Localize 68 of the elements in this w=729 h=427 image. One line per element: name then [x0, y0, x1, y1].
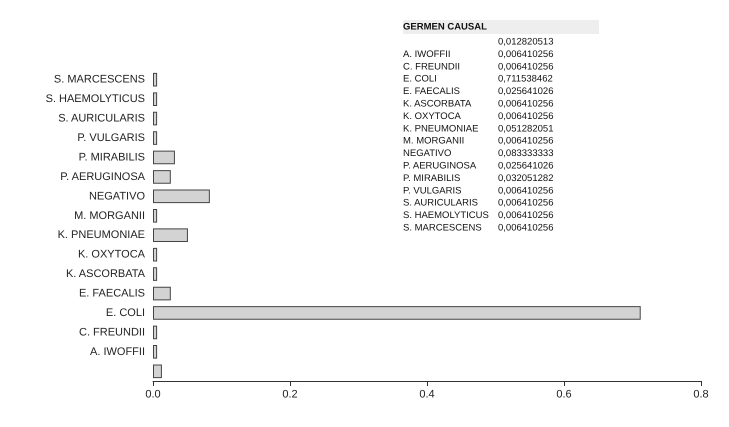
- y-tick-label: P. MIRABILIS: [78, 151, 145, 164]
- annotation: 0,006410256: [498, 185, 554, 196]
- category-label: P. AERUGINOSA: [403, 160, 477, 172]
- y-tick-label: S. HAEMOLYTICUS: [46, 93, 145, 106]
- annotation: 0,032051282: [498, 172, 554, 184]
- y-tick-label: K. ASCORBATA: [66, 268, 146, 280]
- y-tick-label: E. FAECALIS: [78, 288, 145, 300]
- text: 0,006410256: [498, 48, 554, 60]
- annotation: 0,025641026: [498, 86, 554, 98]
- y-tick-label: S. MARCESCENS: [54, 74, 145, 86]
- annotation: 0,006410256: [498, 98, 554, 110]
- category-label: K. ASCORBATA: [403, 98, 472, 110]
- annotation: 0,006410256: [498, 198, 554, 209]
- category-label: C. FREUNDII: [403, 61, 460, 72]
- y-tick-label: A. IWOFFII: [90, 346, 145, 358]
- bar: [153, 208, 158, 223]
- annotation: 0,025641026: [498, 160, 554, 172]
- bar: [153, 131, 158, 145]
- category-label: S. AURICULARIS: [403, 198, 478, 209]
- annotation: 0,711538462: [498, 74, 553, 85]
- annotation: 0,006410256: [498, 61, 554, 72]
- y-tick-label: P. VULGARIS: [77, 132, 145, 144]
- y-tick-label: NEGATIVO: [88, 190, 146, 202]
- annotation: 0,083333333: [498, 148, 554, 160]
- bar: [153, 345, 158, 359]
- y-tick-label: K. OXYTOCA: [78, 248, 146, 261]
- x-tick-label: 0.8: [693, 388, 709, 400]
- annotation: 0,051282051: [498, 123, 554, 134]
- bar: [153, 267, 158, 281]
- y-tick-label: P. AERUGINOSA: [60, 170, 146, 183]
- text: 0,012820513: [498, 36, 554, 48]
- category-label: P. MIRABILIS: [403, 172, 460, 184]
- category-label: K. PNEUMONIAE: [403, 123, 478, 134]
- bar: [153, 286, 171, 300]
- annotation: 0,006410256: [498, 222, 554, 234]
- category-label: K. OXYTOCA: [403, 110, 462, 122]
- bar: [153, 326, 158, 340]
- text: GERMEN CAUSAL: [403, 22, 488, 32]
- bar: [153, 150, 175, 164]
- annotation: 0,006410256: [498, 136, 554, 147]
- y-tick-label: M. MORGANII: [74, 210, 145, 222]
- y-tick-label: K. PNEUMONIAE: [58, 229, 145, 242]
- x-tick-label: 0.6: [556, 388, 572, 400]
- y-tick-label: S. AURICULARIS: [58, 112, 145, 125]
- category-label: E. COLI: [403, 74, 437, 85]
- category-label: P. VULGARIS: [403, 185, 462, 196]
- y-tick-label: E. COLI: [106, 306, 145, 319]
- annotation: 0,006410256: [498, 110, 554, 122]
- bar: [153, 228, 188, 242]
- annotation: 0,006410256: [498, 210, 554, 222]
- category-label: M. MORGANII: [403, 136, 464, 147]
- x-tick-label: 0.2: [282, 388, 298, 400]
- category-label: S. MARCESCENS: [403, 222, 482, 234]
- bar: [153, 92, 158, 106]
- bar: [153, 72, 158, 87]
- category-label: S. HAEMOLYTICUS: [403, 210, 489, 222]
- x-tick-label: 0.0: [145, 388, 161, 400]
- category-label: E. FAECALIS: [403, 86, 460, 98]
- category-label: A. IWOFFII: [403, 48, 450, 60]
- bar: [153, 112, 158, 126]
- bar: [153, 190, 210, 204]
- bar: [153, 364, 162, 378]
- bar: [153, 248, 158, 262]
- bar: [153, 306, 641, 320]
- y-tick-label: C. FREUNDII: [79, 326, 145, 338]
- x-tick-label: 0.4: [419, 388, 435, 400]
- category-label: NEGATIVO: [403, 148, 452, 160]
- bar: [153, 170, 171, 184]
